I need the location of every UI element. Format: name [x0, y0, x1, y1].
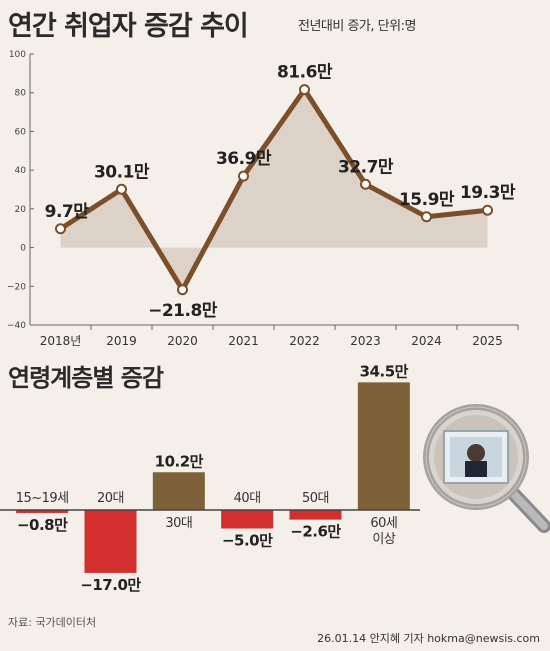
bar-value-label: −0.8만 — [17, 516, 68, 534]
magnifier-icon — [423, 404, 550, 533]
y-tick-label: 0 — [20, 244, 26, 254]
credit-line: 26.01.14 안지혜 기자 hokma@newsis.com — [317, 632, 540, 645]
area-fill — [60, 89, 488, 290]
x-tick-label: 2021 — [228, 334, 259, 348]
x-tick-label: 2023 — [350, 334, 381, 348]
bar-category-label: 20대 — [97, 491, 124, 506]
bar-value-label: 34.5만 — [360, 362, 409, 380]
data-point — [421, 211, 432, 223]
x-tick-label: 2025 — [472, 334, 503, 348]
data-label: 36.9만 — [216, 149, 272, 169]
bar-category-label: 15~19세 — [16, 491, 69, 506]
bar-category-label: 이상 — [372, 532, 395, 547]
data-point — [360, 178, 371, 190]
y-tick-label: −20 — [7, 282, 26, 292]
data-label: 15.9만 — [399, 190, 455, 210]
series-line — [59, 87, 488, 293]
x-tick-label: 2022 — [289, 334, 320, 348]
source-note: 자료: 국가데이터처 — [8, 616, 97, 629]
data-point — [116, 183, 127, 195]
x-tick-label: 2019 — [106, 334, 137, 348]
bar — [16, 510, 69, 513]
y-tick-label: −40 — [7, 321, 26, 331]
data-label: 81.6만 — [277, 63, 333, 83]
bar-category-label: 30대 — [165, 516, 192, 531]
bar-value-label: −2.6만 — [290, 523, 341, 541]
x-tick-label: 2020 — [167, 334, 198, 348]
data-label: 30.1만 — [94, 162, 150, 182]
bar — [357, 382, 410, 510]
y-tick-label: 100 — [9, 50, 26, 60]
data-label: −21.8만 — [148, 301, 218, 321]
data-point — [238, 170, 249, 182]
chart-title: 연간 취업자 증감 추이 — [8, 11, 249, 42]
data-label: 19.3만 — [460, 183, 516, 203]
y-tick-label: 20 — [15, 205, 27, 215]
data-point — [177, 284, 188, 296]
data-point — [299, 84, 310, 96]
bar-value-label: −17.0만 — [80, 576, 141, 594]
bar-value-label: 10.2만 — [155, 452, 204, 470]
bar — [221, 510, 274, 529]
y-tick-label: 60 — [15, 127, 27, 137]
bar-category-label: 50대 — [302, 491, 329, 506]
chart-subtitle: 전년대비 증가, 단위:명 — [298, 19, 416, 34]
y-tick-label: 40 — [15, 166, 27, 176]
x-tick-label: 2018년 — [40, 334, 82, 348]
bar — [289, 510, 342, 520]
data-point — [482, 204, 493, 216]
x-tick-label: 2024 — [411, 334, 442, 348]
data-label: 9.7만 — [45, 202, 90, 222]
y-tick-label: 80 — [15, 89, 27, 99]
data-label: 32.7만 — [338, 157, 394, 177]
bar-chart: −0.8만 15~19세 −17.0만 20대 10.2만 30대 −5.0만 40대 −2.6… — [0, 362, 420, 594]
bar-category-label: 40대 — [234, 491, 261, 506]
bar — [152, 472, 205, 510]
line-chart: 100 80 60 40 20 0 −20 −40 2018년 2019 2020 2021 2022 2… — [7, 50, 519, 348]
bar-value-label: −5.0만 — [222, 532, 273, 550]
bar-category-label: 60세 — [370, 516, 397, 531]
data-point — [55, 223, 66, 235]
section-title-age-groups: 연령계층별 증감 — [8, 364, 164, 392]
bar — [84, 510, 137, 573]
